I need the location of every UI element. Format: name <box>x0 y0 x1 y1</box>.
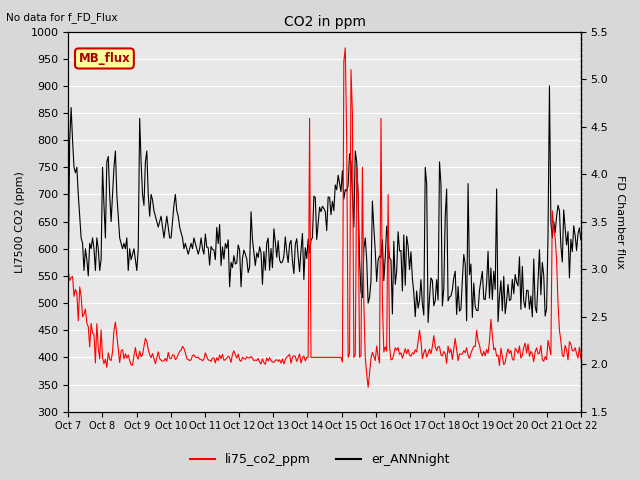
Title: CO2 in ppm: CO2 in ppm <box>284 15 365 29</box>
Legend: li75_co2_ppm, er_ANNnight: li75_co2_ppm, er_ANNnight <box>186 448 454 471</box>
Text: MB_flux: MB_flux <box>79 52 131 65</box>
Y-axis label: LI7500 CO2 (ppm): LI7500 CO2 (ppm) <box>15 171 25 273</box>
Text: No data for f_FD_Flux: No data for f_FD_Flux <box>6 12 118 23</box>
Y-axis label: FD Chamber flux: FD Chamber flux <box>615 175 625 268</box>
